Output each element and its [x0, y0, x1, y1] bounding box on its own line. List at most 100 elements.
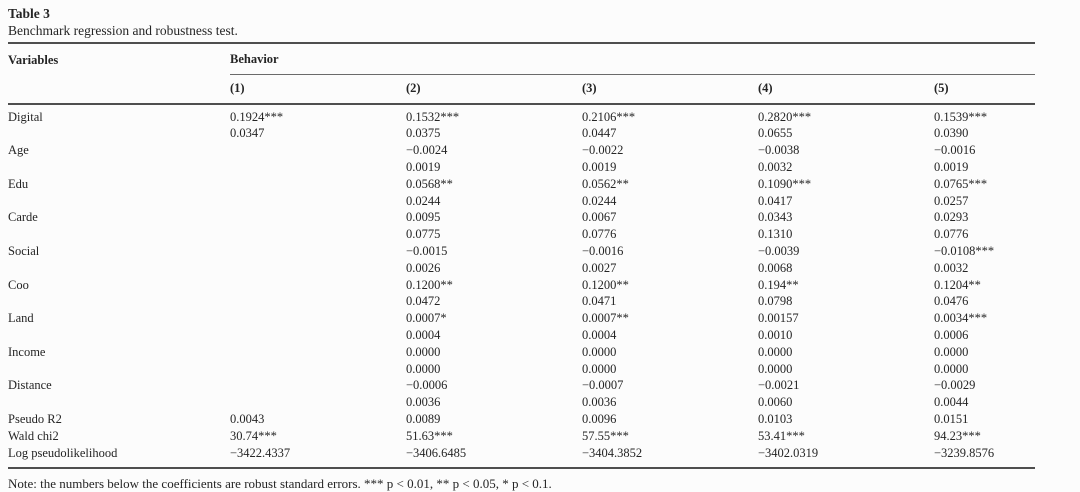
cell-value: 0.2820***: [758, 109, 812, 124]
cell-value: 0.0019: [934, 159, 969, 174]
cell-value: [230, 159, 406, 176]
cell-value: 0.0007**: [582, 311, 629, 326]
cell-value: 0.0000: [934, 344, 969, 359]
table-row: Pseudo R2 0.0043 0.0089 0.0096 0.0103 0.0151: [8, 411, 1035, 428]
cell-value: 0.0019: [582, 159, 617, 174]
cell-value: −3406.6485: [406, 445, 467, 460]
cell-value: −0.0029: [934, 378, 976, 393]
cell-value: −3404.3852: [582, 445, 643, 460]
cell-value: 0.0000: [406, 361, 441, 376]
cell-value: −0.0039: [758, 243, 800, 258]
cell-value: 0.0036: [406, 395, 441, 410]
row-label: [8, 125, 230, 142]
cell-value: [230, 277, 406, 294]
cell-value: −0.0016: [582, 243, 624, 258]
table-caption: Benchmark regression and robustness test…: [8, 23, 238, 38]
cell-value: 0.0568**: [406, 176, 453, 191]
cell-value: 53.41***: [758, 428, 805, 443]
cell-value: 30.74***: [230, 428, 277, 443]
cell-value: −0.0007: [582, 378, 624, 393]
cell-value: 0.0000: [582, 361, 617, 376]
row-label: Income: [8, 344, 46, 359]
cell-value: [230, 243, 406, 260]
cell-value: 0.0293: [934, 210, 969, 225]
table-row: Social −0.0015 −0.0016 −0.0039 −0.0108***: [8, 243, 1035, 260]
header-group-row: Variables Behavior: [8, 43, 1035, 75]
cell-value: 0.0244: [582, 193, 617, 208]
cell-value: −3239.8576: [934, 445, 995, 460]
table-row: Land 0.0007* 0.0007** 0.00157 0.0034***: [8, 310, 1035, 327]
cell-value: 0.0000: [758, 361, 793, 376]
cell-value: 0.1204**: [934, 277, 981, 292]
row-label: [8, 293, 230, 310]
table-row: 0.0347 0.0375 0.0447 0.0655 0.0390: [8, 125, 1035, 142]
cell-value: [230, 260, 406, 277]
cell-value: 0.0000: [582, 344, 617, 359]
cell-value: −0.0015: [406, 243, 448, 258]
cell-value: −0.0016: [934, 143, 976, 158]
cell-value: 0.0417: [758, 193, 793, 208]
cell-value: [230, 142, 406, 159]
column-header-2: (2): [406, 74, 582, 105]
cell-value: 0.1200**: [406, 277, 453, 292]
cell-value: 0.0036: [582, 395, 617, 410]
table-row: 0.0244 0.0244 0.0417 0.0257: [8, 193, 1035, 210]
cell-value: 0.0010: [758, 327, 793, 342]
row-label: [8, 226, 230, 243]
cell-value: 0.0095: [406, 210, 441, 225]
row-label: [8, 260, 230, 277]
cell-value: 0.0447: [582, 126, 617, 141]
cell-value: 0.0067: [582, 210, 617, 225]
cell-value: 0.0776: [582, 227, 617, 242]
cell-value: 0.0032: [934, 260, 969, 275]
empty-header-cell: [8, 74, 230, 105]
cell-value: 0.0151: [934, 411, 969, 426]
cell-value: 94.23***: [934, 428, 981, 443]
cell-value: −0.0024: [406, 143, 448, 158]
cell-value: 0.0775: [406, 227, 441, 242]
table-label: Table 3: [8, 6, 50, 21]
cell-value: 0.1090***: [758, 176, 812, 191]
table-row: Distance −0.0006 −0.0007 −0.0021 −0.0029: [8, 377, 1035, 394]
table-row: 0.0019 0.0019 0.0032 0.0019: [8, 159, 1035, 176]
cell-value: 0.0000: [758, 344, 793, 359]
row-label: [8, 193, 230, 210]
cell-value: 0.0032: [758, 159, 793, 174]
table-row: Wald chi2 30.74*** 51.63*** 57.55*** 53.41**…: [8, 428, 1035, 445]
cell-value: 0.0798: [758, 294, 793, 309]
table-body: Digital 0.1924*** 0.1532*** 0.2106*** 0.2820…: [8, 104, 1035, 469]
cell-value: 0.00157: [758, 311, 799, 326]
row-label: Age: [8, 143, 29, 158]
cell-value: 0.0000: [934, 361, 969, 376]
table-row: Digital 0.1924*** 0.1532*** 0.2106*** 0.2820…: [8, 104, 1035, 126]
table-note: Note: the numbers below the coefficients…: [8, 476, 552, 492]
cell-value: [230, 193, 406, 210]
row-label: Wald chi2: [8, 428, 59, 443]
column-header-4: (4): [758, 74, 934, 105]
cell-value: 0.0026: [406, 260, 441, 275]
cell-value: 57.55***: [582, 428, 629, 443]
cell-value: −0.0108***: [934, 243, 995, 258]
cell-value: 0.1924***: [230, 109, 284, 124]
row-label: Edu: [8, 176, 29, 191]
cell-value: 0.0006: [934, 327, 969, 342]
header-columns-row: (1) (2) (3) (4) (5): [8, 74, 1035, 105]
table-row: Income 0.0000 0.0000 0.0000 0.0000: [8, 344, 1035, 361]
cell-value: 0.0000: [406, 344, 441, 359]
cell-value: 0.0007*: [406, 311, 447, 326]
cell-value: 0.0089: [406, 411, 441, 426]
cell-value: −0.0006: [406, 378, 448, 393]
row-label: Log pseudolikelihood: [8, 445, 118, 460]
cell-value: 0.0375: [406, 126, 441, 141]
cell-value: 0.0043: [230, 411, 265, 426]
cell-value: 0.1200**: [582, 277, 629, 292]
behavior-group-header: Behavior: [230, 43, 1035, 75]
cell-value: 0.0562**: [582, 176, 629, 191]
cell-value: 0.1310: [758, 227, 793, 242]
row-label: [8, 394, 230, 411]
cell-value: [230, 176, 406, 193]
variables-header: Variables: [8, 52, 59, 67]
cell-value: 0.0096: [582, 411, 617, 426]
cell-value: 0.1539***: [934, 109, 988, 124]
